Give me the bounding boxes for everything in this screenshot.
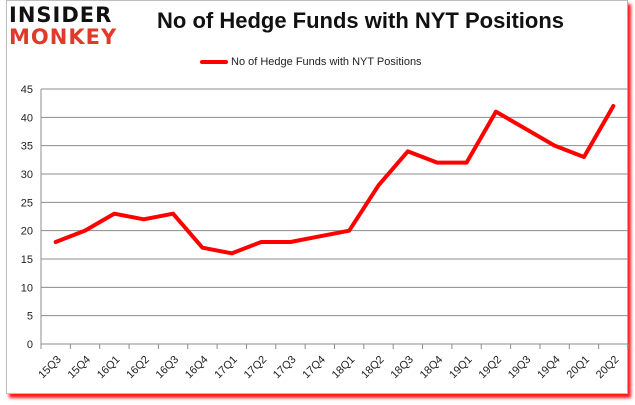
chart-title: No of Hedge Funds with NYT Positions (157, 8, 564, 33)
x-tick-label: 19Q3 (506, 354, 534, 382)
y-tick-label: 5 (27, 311, 33, 323)
y-tick-label: 45 (21, 84, 33, 96)
series-line (53, 104, 616, 256)
x-tick-label: 16Q4 (183, 354, 211, 382)
logo-line-1: INSIDER (9, 3, 113, 27)
x-tick-label: 20Q1 (565, 354, 593, 382)
y-tick-label: 15 (21, 254, 33, 266)
x-tick-label: 17Q2 (242, 354, 270, 382)
y-tick-label: 10 (21, 282, 33, 294)
logo-line-2: MONKEY (9, 25, 118, 49)
y-tick-label: 20 (21, 226, 33, 238)
y-tick-label: 25 (21, 197, 33, 209)
x-tick-label: 18Q3 (388, 354, 416, 382)
x-tick-label: 16Q1 (95, 354, 123, 382)
x-tick-label: 19Q1 (447, 354, 475, 382)
x-tick-label: 16Q3 (154, 354, 182, 382)
x-tick-label: 18Q2 (359, 354, 387, 382)
x-tick-label: 20Q2 (594, 354, 622, 382)
y-tick-label: 30 (21, 169, 33, 181)
chart-frame (6, 0, 628, 394)
legend-label: No of Hedge Funds with NYT Positions (231, 56, 422, 68)
x-tick-label: 16Q2 (124, 354, 152, 382)
x-tick-label: 19Q2 (477, 354, 505, 382)
legend-line-swatch-icon (200, 60, 228, 64)
x-tick-label: 15Q4 (66, 354, 94, 382)
x-tick-label: 18Q4 (418, 354, 446, 382)
y-tick-label: 35 (21, 141, 33, 153)
x-tick-label: 18Q1 (330, 354, 358, 382)
x-tick-label: 17Q3 (271, 354, 299, 382)
x-tick-label: 17Q4 (300, 354, 328, 382)
y-tick-label: 0 (27, 339, 33, 351)
y-tick-label: 40 (21, 112, 33, 124)
chart-legend: No of Hedge Funds with NYT Positions (200, 56, 422, 68)
insider-monkey-logo: INSIDER MONKEY (9, 4, 149, 48)
x-tick-label: 15Q3 (36, 354, 64, 382)
x-tick-label: 19Q4 (535, 354, 563, 382)
x-tick-label: 17Q1 (212, 354, 240, 382)
